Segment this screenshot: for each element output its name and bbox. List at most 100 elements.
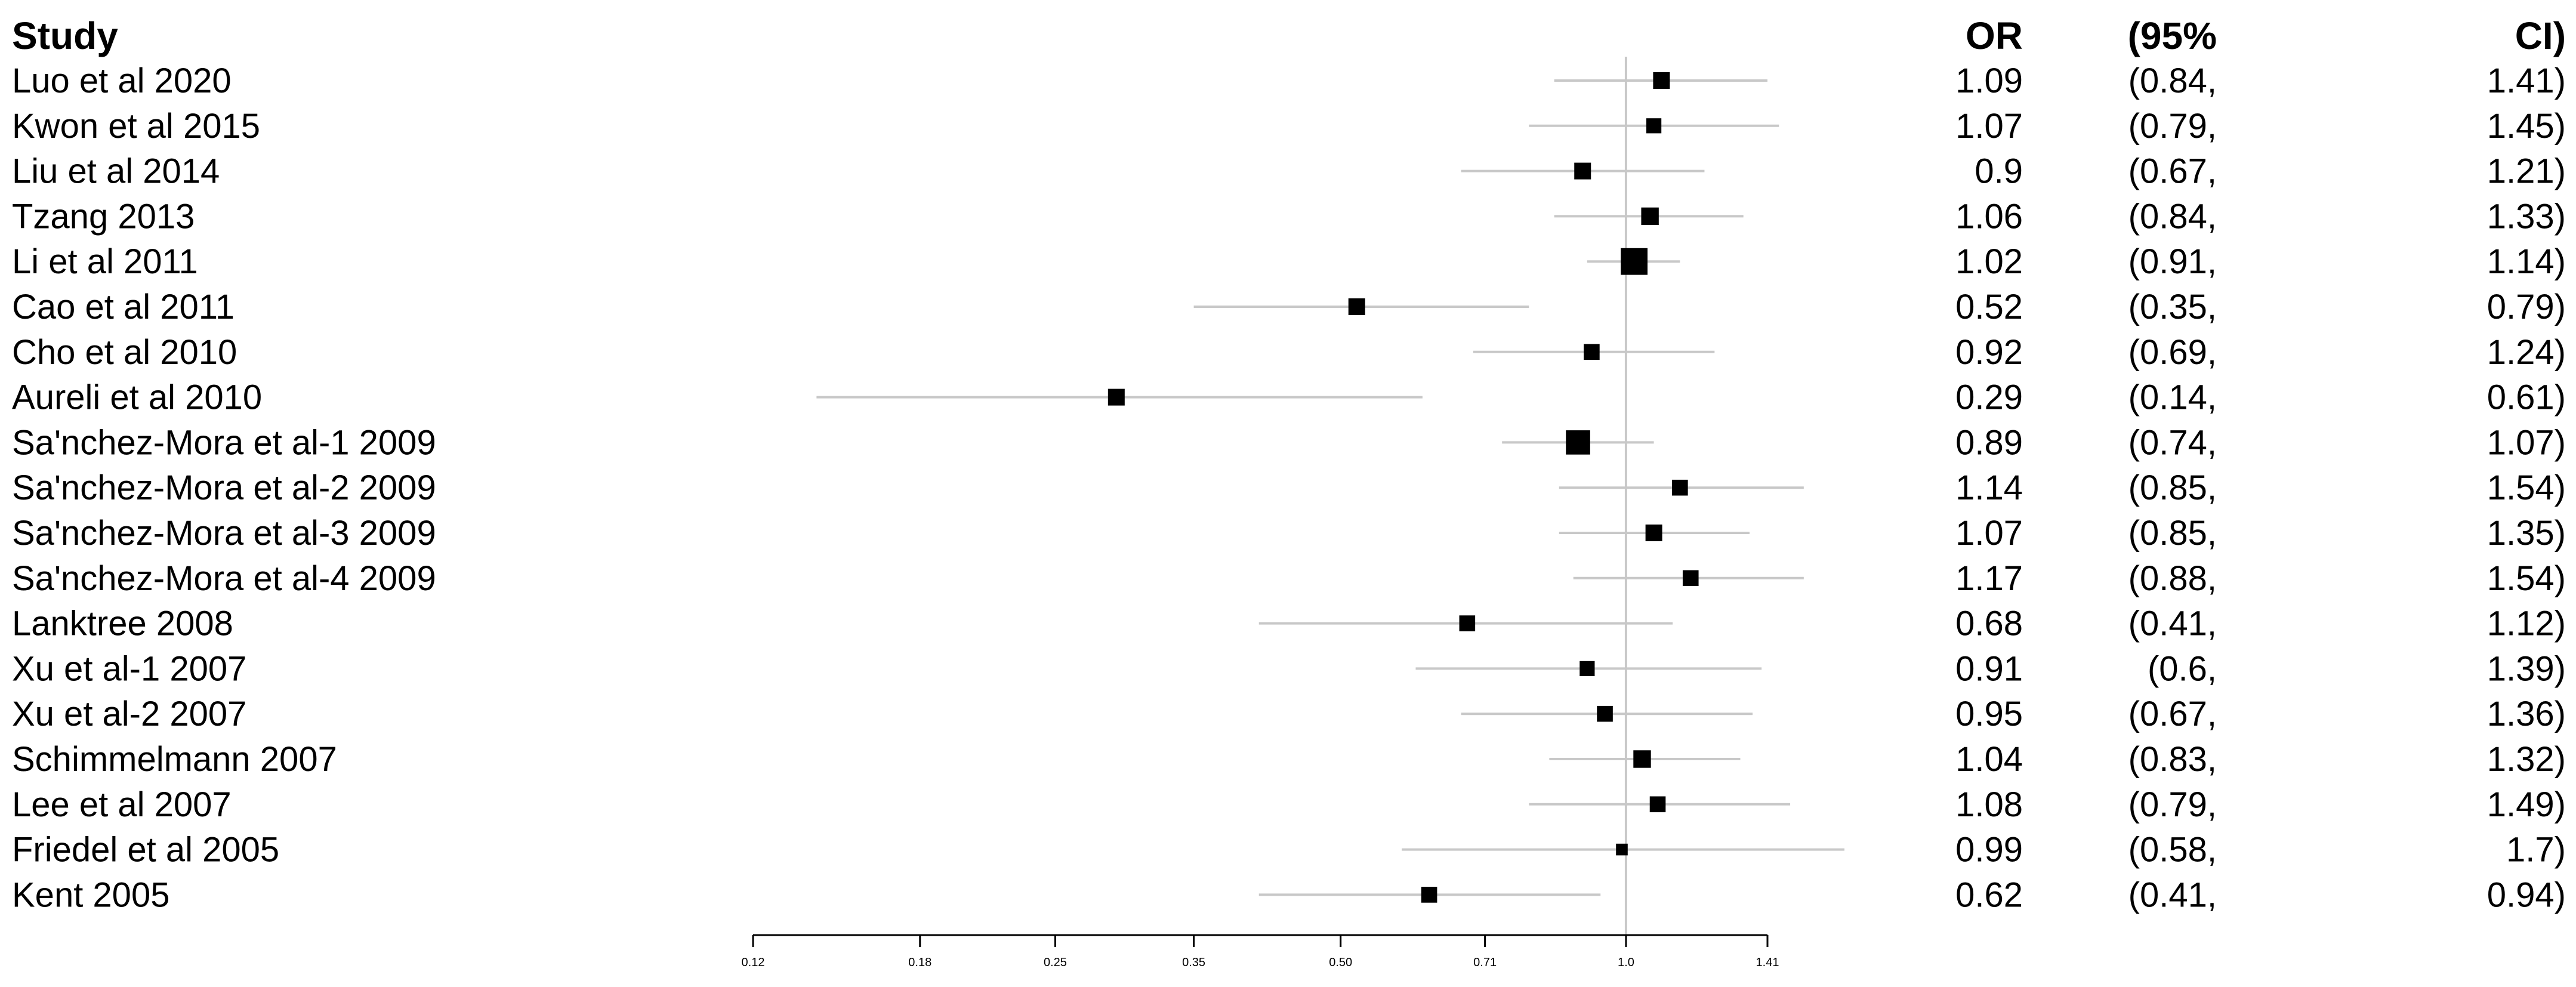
study-row: Cho et al 2010 0.92 (0.69, 1.24) <box>12 333 2566 372</box>
x-tick-label: 0.12 <box>742 956 765 969</box>
ci-upper: 1.32) <box>2487 740 2566 779</box>
study-rows: Luo et al 2020 1.09 (0.84, 1.41) Kwon et al … <box>12 61 2566 914</box>
or-value: 1.04 <box>1955 740 2023 779</box>
point-estimate <box>1584 344 1600 360</box>
study-name: Friedel et al 2005 <box>12 831 279 869</box>
study-row: Kent 2005 0.62 (0.41, 0.94) <box>12 875 2566 914</box>
ci-upper: 0.61) <box>2487 378 2566 417</box>
ci-upper: 1.45) <box>2487 107 2566 146</box>
or-value: 1.14 <box>1955 468 2023 507</box>
study-name: Li et al 2011 <box>12 242 198 281</box>
header-ci-left: (95% <box>2128 14 2217 57</box>
point-estimate <box>1574 162 1591 180</box>
column-headers: Study OR (95% CI) <box>12 14 2566 57</box>
study-name: Liu et al 2014 <box>12 152 220 191</box>
study-row: Xu et al-2 2007 0.95 (0.67, 1.36) <box>12 695 2566 733</box>
x-tick-label: 0.71 <box>1473 956 1497 969</box>
header-ci-right: CI) <box>2515 14 2566 57</box>
x-tick-label: 0.35 <box>1182 956 1205 969</box>
point-estimate <box>1348 298 1365 315</box>
study-name: Sa'nchez-Mora et al-2 2009 <box>12 468 436 507</box>
point-estimate <box>1621 248 1648 275</box>
ci-lower: (0.58, <box>2128 831 2217 869</box>
point-estimate <box>1649 796 1666 813</box>
x-tick-label: 1.0 <box>1618 956 1634 969</box>
point-estimate <box>1653 72 1670 89</box>
or-value: 1.09 <box>1955 61 2023 100</box>
ci-upper: 1.33) <box>2487 197 2566 236</box>
ci-lower: (0.41, <box>2128 604 2217 643</box>
or-value: 0.89 <box>1955 423 2023 462</box>
point-estimate <box>1597 705 1613 722</box>
ci-lower: (0.84, <box>2128 61 2217 100</box>
ci-upper: 1.12) <box>2487 604 2566 643</box>
plot-area: Luo et al 2020 1.09 (0.84, 1.41) Kwon et al … <box>12 57 2566 969</box>
study-row: Tzang 2013 1.06 (0.84, 1.33) <box>12 197 2566 236</box>
study-name: Sa'nchez-Mora et al-1 2009 <box>12 423 436 462</box>
ci-lower: (0.69, <box>2128 333 2217 372</box>
study-row: Lanktree 2008 0.68 (0.41, 1.12) <box>12 604 2566 643</box>
x-tick-label: 0.18 <box>908 956 931 969</box>
study-row: Kwon et al 2015 1.07 (0.79, 1.45) <box>12 107 2566 146</box>
study-name: Luo et al 2020 <box>12 61 232 100</box>
ci-upper: 1.54) <box>2487 559 2566 598</box>
x-axis: 0.12 0.18 0.25 0.35 0.50 0.71 1.0 1.41 <box>742 934 1779 969</box>
ci-lower: (0.74, <box>2128 423 2217 462</box>
or-value: 0.68 <box>1955 604 2023 643</box>
ci-lower: (0.41, <box>2128 875 2217 914</box>
x-tick-label: 0.25 <box>1044 956 1067 969</box>
ci-upper: 1.24) <box>2487 333 2566 372</box>
point-estimate <box>1682 570 1699 587</box>
or-value: 0.62 <box>1955 875 2023 914</box>
or-value: 1.08 <box>1955 785 2023 824</box>
ci-lower: (0.83, <box>2128 740 2217 779</box>
study-name: Lanktree 2008 <box>12 604 233 643</box>
x-tick-label: 0.50 <box>1329 956 1352 969</box>
or-value: 0.92 <box>1955 333 2023 372</box>
point-estimate <box>1421 887 1437 903</box>
study-row: Aureli et al 2010 0.29 (0.14, 0.61) <box>12 378 2566 417</box>
study-name: Xu et al-1 2007 <box>12 649 246 688</box>
or-value: 1.02 <box>1955 242 2023 281</box>
study-name: Kent 2005 <box>12 875 169 914</box>
study-name: Cao et al 2011 <box>12 288 235 326</box>
ci-lower: (0.85, <box>2128 468 2217 507</box>
study-name: Cho et al 2010 <box>12 333 237 372</box>
point-estimate <box>1646 118 1662 134</box>
study-row: Sa'nchez-Mora et al-2 2009 1.14 (0.85, 1.54… <box>12 468 2566 507</box>
point-estimate <box>1616 843 1628 856</box>
ci-lower: (0.88, <box>2128 559 2217 598</box>
point-estimate <box>1566 430 1590 455</box>
ci-upper: 1.54) <box>2487 468 2566 507</box>
or-value: 0.95 <box>1955 695 2023 733</box>
ci-lower: (0.91, <box>2128 242 2217 281</box>
ci-upper: 1.36) <box>2487 695 2566 733</box>
ci-lower: (0.67, <box>2128 695 2217 733</box>
study-row: Luo et al 2020 1.09 (0.84, 1.41) <box>12 61 2566 100</box>
study-name: Kwon et al 2015 <box>12 107 260 146</box>
study-name: Schimmelmann 2007 <box>12 740 337 779</box>
ci-upper: 0.94) <box>2487 875 2566 914</box>
or-value: 0.9 <box>1975 152 2023 191</box>
study-name: Sa'nchez-Mora et al-4 2009 <box>12 559 436 598</box>
ci-upper: 1.7) <box>2506 831 2566 869</box>
study-row: Sa'nchez-Mora et al-3 2009 1.07 (0.85, 1.35… <box>12 514 2566 553</box>
study-row: Liu et al 2014 0.9 (0.67, 1.21) <box>12 152 2566 191</box>
point-estimate <box>1633 750 1651 768</box>
ci-lower: (0.14, <box>2128 378 2217 417</box>
point-estimate <box>1672 479 1688 496</box>
ci-upper: 1.35) <box>2487 514 2566 553</box>
study-row: Li et al 2011 1.02 (0.91, 1.14) <box>12 242 2566 281</box>
or-value: 1.06 <box>1955 197 2023 236</box>
ci-upper: 1.07) <box>2487 423 2566 462</box>
study-row: Friedel et al 2005 0.99 (0.58, 1.7) <box>12 831 2566 869</box>
study-name: Lee et al 2007 <box>12 785 232 824</box>
x-tick-label: 1.41 <box>1756 956 1779 969</box>
study-row: Schimmelmann 2007 1.04 (0.83, 1.32) <box>12 740 2566 779</box>
or-value: 1.07 <box>1955 107 2023 146</box>
ci-upper: 1.39) <box>2487 649 2566 688</box>
study-row: Xu et al-1 2007 0.91 (0.6, 1.39) <box>12 649 2566 688</box>
ci-lower: (0.79, <box>2128 107 2217 146</box>
study-name: Aureli et al 2010 <box>12 378 262 417</box>
